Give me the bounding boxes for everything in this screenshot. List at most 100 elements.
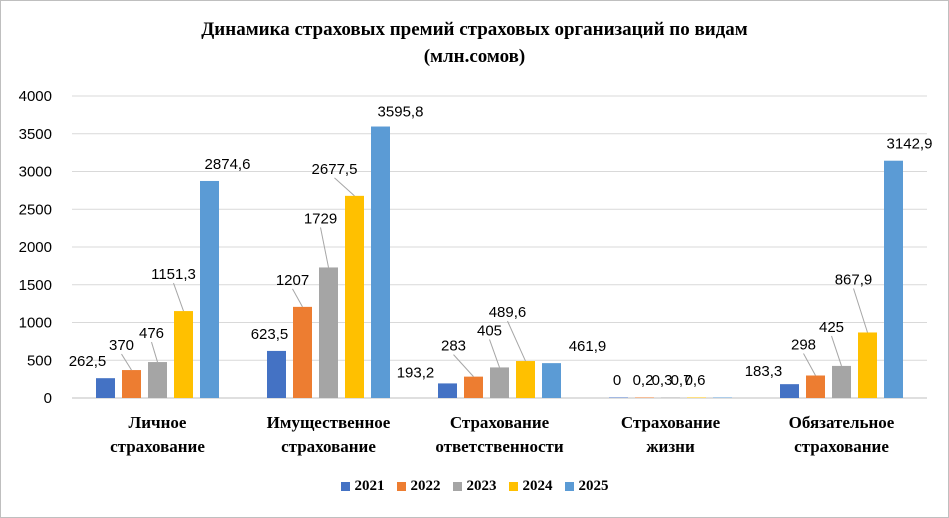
y-tick-label: 500 (27, 352, 52, 369)
data-label: 1207 (276, 272, 309, 289)
leader-line (831, 335, 842, 367)
y-tick-label: 2000 (19, 239, 52, 256)
bar-2024-4 (858, 332, 877, 398)
bar-2025-1 (371, 126, 390, 399)
bar-2022-4 (806, 375, 825, 398)
data-label: 1151,3 (151, 266, 196, 283)
bar-2024-1 (345, 195, 364, 398)
data-label: 2874,6 (205, 156, 251, 173)
y-tick-label: 1000 (19, 315, 52, 332)
y-tick-label: 3500 (19, 126, 52, 143)
x-category-label: Обязательное (789, 413, 895, 432)
x-category-label: Страхование (450, 413, 550, 432)
leader-line (173, 282, 184, 312)
legend-label: 2022 (410, 478, 441, 494)
legend-label: 2024 (522, 478, 553, 494)
legend-item-2024: 2024 (508, 478, 553, 495)
leader-line (292, 288, 303, 308)
data-label: 405 (477, 322, 502, 339)
legend-swatch (508, 482, 518, 491)
data-label: 0,3 (652, 372, 673, 389)
data-label: 489,6 (489, 304, 527, 321)
bar-2021-1 (267, 350, 286, 398)
leader-line (334, 177, 355, 197)
data-label: 2677,5 (312, 161, 358, 178)
legend-item-2022: 2022 (396, 478, 441, 495)
bar-2025-4 (884, 160, 903, 398)
legend-swatch (396, 482, 406, 491)
data-label: 1729 (304, 210, 337, 227)
leader-line (507, 320, 526, 362)
legend-swatch (452, 482, 462, 491)
data-label: 193,2 (397, 364, 435, 381)
bar-chart: 0 500 1000 1500 2000 2500 3000 3500 4000 262,5370… (19, 88, 933, 456)
data-label: 0,6 (685, 372, 706, 389)
bar-2021-3 (609, 397, 628, 398)
legend: 2021 2022 2023 2024 2025 (0, 478, 949, 496)
legend-item-2025: 2025 (564, 478, 609, 495)
data-label: 298 (791, 337, 816, 354)
leader-line (453, 354, 474, 377)
bar-2023-2 (490, 367, 509, 398)
leader-line (803, 353, 816, 376)
bar-2023-1 (319, 267, 338, 398)
legend-label: 2025 (578, 478, 609, 494)
bar-2025-0 (200, 180, 219, 398)
bar-2022-1 (293, 306, 312, 398)
y-tick-label: 0 (44, 390, 52, 407)
y-tick-label: 2500 (19, 201, 52, 218)
x-category-label: Имущественное (267, 413, 391, 432)
bar-2021-0 (96, 378, 115, 398)
x-category-label: Личное (129, 413, 187, 432)
bar-2025-2 (542, 363, 561, 398)
x-category-label: страхование (281, 437, 376, 456)
x-category-label: страхование (110, 437, 205, 456)
chart-title: Динамика страховых премий страховых орга… (201, 19, 748, 40)
data-label: 3142,9 (887, 136, 933, 153)
legend-swatch (564, 482, 574, 491)
x-category-label: ответственности (435, 437, 564, 456)
data-label: 0 (613, 372, 621, 389)
bar-2022-2 (464, 376, 483, 398)
bar-2023-3 (661, 397, 680, 398)
legend-item-2023: 2023 (452, 478, 497, 495)
chart-subtitle: (млн.сомов) (423, 46, 526, 67)
x-category-label: жизни (646, 437, 695, 456)
bar-2021-4 (780, 384, 799, 398)
y-tick-label: 1500 (19, 277, 52, 294)
data-label: 183,3 (745, 363, 783, 380)
data-label: 262,5 (69, 353, 107, 370)
data-label: 461,9 (569, 338, 607, 355)
data-label: 283 (441, 338, 466, 355)
y-tick-label: 3000 (19, 164, 52, 181)
legend-item-2021: 2021 (340, 478, 385, 495)
bar-2021-2 (438, 383, 457, 398)
bar-2023-0 (148, 362, 167, 398)
legend-label: 2021 (354, 478, 385, 494)
bar-2024-3 (687, 397, 706, 398)
bar-2024-2 (516, 361, 535, 398)
bar-2022-0 (122, 370, 141, 398)
data-label: 3595,8 (378, 104, 424, 121)
bar-2025-3 (713, 397, 732, 398)
x-category-label: страхование (794, 437, 889, 456)
leader-line (151, 341, 158, 363)
legend-swatch (340, 482, 350, 491)
bar-2024-0 (174, 311, 193, 398)
data-label: 0,2 (633, 372, 654, 389)
leader-line (853, 288, 868, 333)
data-label: 425 (819, 319, 844, 336)
leader-line (320, 227, 329, 268)
leader-line (121, 353, 132, 371)
data-label: 623,5 (251, 326, 289, 343)
data-label: 867,9 (835, 271, 873, 288)
y-tick-label: 4000 (19, 88, 52, 105)
legend-label: 2023 (466, 478, 497, 494)
x-category-label: Страхование (621, 413, 721, 432)
leader-line (489, 339, 500, 368)
bar-2022-3 (635, 397, 654, 398)
data-label: 476 (139, 325, 164, 342)
data-label: 370 (109, 337, 134, 354)
data-label: 0,7 (671, 372, 692, 389)
